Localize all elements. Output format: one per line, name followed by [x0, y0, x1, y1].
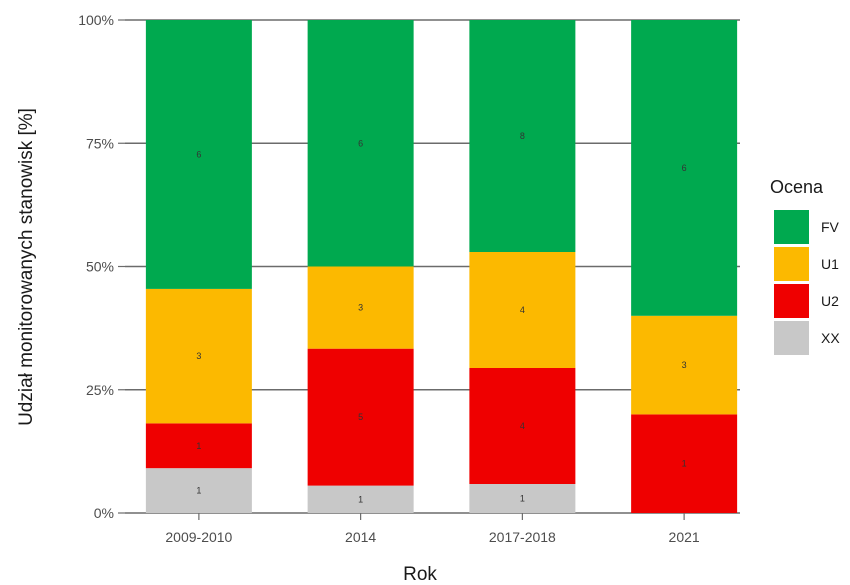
data-label: 3	[682, 360, 687, 370]
data-label: 4	[520, 305, 525, 315]
data-label: 1	[358, 494, 363, 504]
legend: Ocena FV U1 U2 XX	[770, 177, 840, 355]
x-tick-labels: 2009-2010 2014 2017-2018 2021	[165, 513, 700, 545]
legend-label-u1: U1	[821, 256, 839, 272]
y-tick-labels: 0% 25% 50% 75% 100%	[78, 12, 114, 521]
bar-segment-fv	[145, 20, 252, 289]
bar-segment-fv	[469, 20, 576, 252]
y-tick-label: 50%	[86, 259, 114, 275]
x-tick-label: 2021	[669, 529, 700, 545]
bar-segment-u2	[145, 423, 252, 469]
data-label: 3	[358, 303, 363, 313]
bar-segment-xx	[145, 468, 252, 513]
data-label: 5	[358, 412, 363, 422]
data-label: 1	[520, 494, 525, 504]
legend-title: Ocena	[770, 177, 824, 197]
data-label: 1	[682, 459, 687, 469]
bar-segment-u1	[631, 315, 738, 415]
bar-segment-xx	[307, 485, 414, 513]
y-tick-label: 0%	[94, 505, 114, 521]
data-label: 1	[196, 486, 201, 496]
bar-segment-u1	[469, 252, 576, 368]
bar-segment-xx	[469, 484, 576, 513]
bar-segment-fv	[631, 20, 738, 316]
bar-segment-u1	[145, 288, 252, 424]
y-tick-label: 25%	[86, 382, 114, 398]
legend-swatch-fv	[774, 210, 809, 244]
legend-label-u2: U2	[821, 293, 839, 309]
data-label: 1	[196, 441, 201, 451]
bar-segment-u2	[631, 414, 738, 513]
x-axis-title: Rok	[403, 564, 437, 585]
legend-swatch-u2	[774, 284, 809, 318]
data-label: 8	[520, 131, 525, 141]
data-label: 4	[520, 421, 525, 431]
y-tick-label: 75%	[86, 135, 114, 151]
data-label: 3	[196, 351, 201, 361]
legend-label-fv: FV	[821, 219, 840, 235]
legend-swatch-xx	[774, 321, 809, 355]
bar-segment-u2	[307, 348, 414, 486]
data-label: 6	[682, 163, 687, 173]
data-label: 6	[196, 149, 201, 159]
legend-swatch-u1	[774, 247, 809, 281]
bar-segment-u2	[469, 368, 576, 484]
data-label: 6	[358, 138, 363, 148]
x-tick-label: 2009-2010	[165, 529, 232, 545]
bar-segment-fv	[307, 20, 414, 267]
legend-label-xx: XX	[821, 330, 840, 346]
y-axis-title: Udział monitorowanych stanowisk [%]	[16, 108, 37, 426]
x-tick-label: 2017-2018	[489, 529, 556, 545]
bar-segment-u1	[307, 266, 414, 349]
y-tick-label: 100%	[78, 12, 114, 28]
bars: 1 1 3 6 1 5 3 6 1 4 4 8 1 3 6	[145, 20, 738, 513]
x-tick-label: 2014	[345, 529, 376, 545]
